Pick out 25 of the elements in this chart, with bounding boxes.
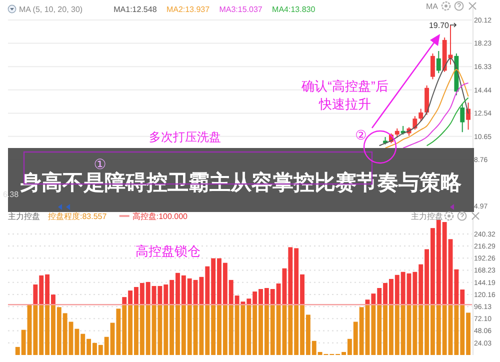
annotation: 19.70 — [428, 20, 450, 30]
text: MA2:13.937 — [166, 4, 210, 14]
text: 控盘程度:83.557 — [48, 212, 108, 221]
text: MA4:13.830 — [272, 4, 316, 14]
annotation: 多次打压洗盘 — [149, 130, 221, 144]
annotation: 主力控盘 — [411, 212, 443, 221]
text: MA3:15.037 — [219, 4, 263, 14]
annotation: 确认“高控盘”后 — [300, 78, 388, 94]
annotation: 高控盘锁仓 — [136, 244, 200, 259]
candlestick — [460, 103, 465, 133]
candlestick — [418, 108, 424, 122]
candlestick — [466, 102, 471, 130]
candlestick — [436, 50, 441, 74]
annotation: MA — [426, 2, 439, 11]
annotation: 快速拉升 — [318, 96, 371, 112]
annotation: ① — [94, 156, 106, 172]
candlestick — [430, 52, 435, 80]
legend-label: 高控盘:100.000 — [132, 212, 188, 221]
line-series — [402, 82, 469, 149]
legend-title: MA (5, 10, 20, 30) — [19, 4, 83, 14]
annotation: ② — [355, 128, 367, 143]
chart-title: 主力控盘 — [8, 212, 40, 221]
line-series — [426, 97, 469, 146]
text: MA1:12.548 — [114, 4, 158, 14]
candlestick — [412, 116, 418, 130]
